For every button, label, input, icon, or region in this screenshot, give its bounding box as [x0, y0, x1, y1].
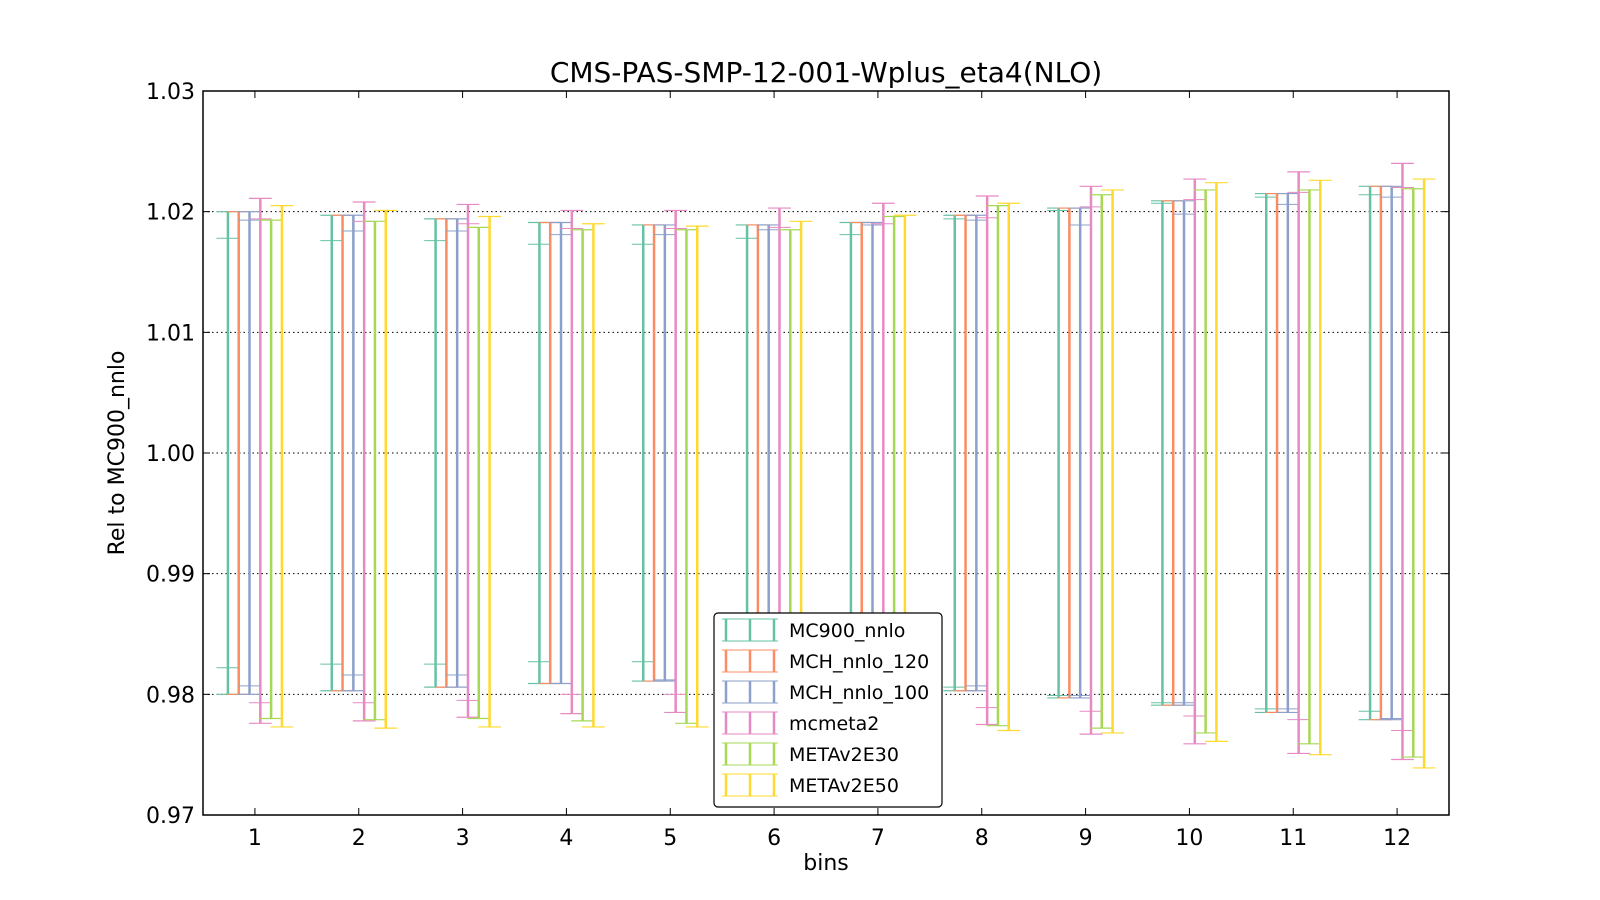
errorbar-mcmeta2-bin-4 — [560, 209, 584, 715]
x-tick-label: 11 — [1279, 826, 1307, 851]
errorbar-mcmeta2-bin-2 — [352, 201, 376, 722]
legend-label: mcmeta2 — [789, 713, 879, 735]
x-tick-label: 12 — [1383, 826, 1411, 851]
y-tick-label: 0.99 — [146, 563, 195, 588]
errorbar-MCH_nnlo_100-bin-11 — [1276, 192, 1300, 714]
x-tick-label: 6 — [767, 826, 781, 851]
errorbar-MCH_nnlo_100-bin-8 — [964, 214, 988, 692]
x-axis: 1 2 3 4 5 6 7 8 9 10 11 12 — [248, 91, 1411, 851]
errorbar-mcmeta2-bin-11 — [1287, 171, 1311, 755]
errorbar-mcmeta2-bin-3 — [456, 203, 480, 718]
errorbar-mcmeta2-bin-12 — [1391, 162, 1414, 761]
errorbar-METAv2E50-bin-2 — [374, 209, 398, 729]
grid-lines — [203, 211, 1449, 695]
errorbar-mcmeta2-bin-5 — [664, 209, 688, 714]
errorbar-METAv2E50-bin-8 — [997, 202, 1021, 732]
legend-label: MC900_nnlo — [789, 620, 905, 642]
x-tick-label: 9 — [1079, 826, 1093, 851]
errorbar-mcmeta2-bin-10 — [1183, 178, 1207, 745]
errorbar-METAv2E50-bin-11 — [1308, 179, 1332, 756]
x-tick-label: 8 — [975, 826, 989, 851]
legend-label: MCH_nnlo_120 — [789, 651, 929, 673]
errorbar-METAv2E50-bin-5 — [685, 225, 709, 728]
errorbar-METAv2E50-bin-12 — [1412, 178, 1436, 769]
chart-title: CMS-PAS-SMP-12-001-Wplus_eta4(NLO) — [550, 56, 1102, 89]
y-tick-label: 0.97 — [146, 804, 195, 829]
errorbar-MCH_nnlo_100-bin-5 — [653, 224, 677, 682]
errorbar-METAv2E30-bin-2 — [363, 220, 387, 721]
errorbar-METAv2E50-bin-9 — [1101, 189, 1125, 734]
errorbar-METAv2E30-bin-12 — [1401, 188, 1425, 758]
errorbar-MCH_nnlo_100-bin-12 — [1380, 185, 1404, 721]
y-axis: 0.97 0.98 0.99 1.00 1.01 1.02 1.03 — [146, 80, 1449, 829]
errorbar-METAv2E30-bin-8 — [986, 205, 1010, 727]
errorbar-mcmeta2-bin-1 — [248, 197, 272, 724]
legend-entry-METAv2E50: METAv2E50 — [722, 773, 899, 797]
legend-label: METAv2E50 — [789, 775, 899, 797]
legend-entry-MCH_nnlo_120: MCH_nnlo_120 — [722, 649, 929, 673]
legend-label: METAv2E30 — [789, 744, 899, 766]
x-tick-label: 10 — [1175, 826, 1203, 851]
errorbar-MCH_nnlo_100-bin-2 — [341, 214, 365, 692]
errorbar-METAv2E30-bin-1 — [259, 219, 283, 720]
y-tick-label: 1.03 — [146, 80, 195, 105]
errorbar-MCH_nnlo_100-bin-1 — [238, 211, 261, 695]
legend: MC900_nnlo MCH_nnlo_120 MCH_nnlo_100mcmeta… — [713, 612, 943, 808]
y-tick-label: 1.02 — [146, 201, 195, 226]
legend-entry-MCH_nnlo_100: MCH_nnlo_100 — [722, 680, 929, 704]
errorbar-METAv2E30-bin-5 — [675, 229, 698, 724]
legend-label: MCH_nnlo_100 — [789, 682, 929, 704]
errorbar-METAv2E30-bin-3 — [467, 226, 491, 720]
x-tick-label: 3 — [456, 826, 470, 851]
errorbar-mcmeta2-bin-8 — [975, 195, 999, 726]
x-tick-label: 2 — [352, 826, 366, 851]
y-tick-label: 0.98 — [146, 683, 195, 708]
errorbar-METAv2E30-bin-9 — [1090, 194, 1114, 729]
y-tick-label: 1.00 — [146, 442, 195, 467]
errorbar-METAv2E30-bin-4 — [571, 229, 595, 722]
errorbar-METAv2E30-bin-11 — [1298, 189, 1321, 745]
errorbar-MCH_nnlo_100-bin-9 — [1068, 207, 1092, 699]
errorbar-MCH_nnlo_100-bin-4 — [549, 221, 573, 685]
errorbar-mcmeta2-bin-9 — [1079, 185, 1103, 735]
x-tick-label: 1 — [248, 826, 262, 851]
errorbar-METAv2E50-bin-3 — [478, 215, 502, 728]
y-axis-label: Rel to MC900_nnlo — [105, 351, 130, 556]
y-tick-label: 1.01 — [146, 321, 195, 346]
x-tick-label: 5 — [663, 826, 677, 851]
errorbar-MCH_nnlo_100-bin-10 — [1172, 200, 1196, 706]
x-axis-label: bins — [803, 851, 848, 876]
legend-entry-MC900_nnlo: MC900_nnlo — [722, 618, 905, 642]
x-tick-label: 4 — [559, 826, 573, 851]
legend-box — [713, 612, 943, 808]
errorbar-MCH_nnlo_100-bin-3 — [445, 218, 469, 688]
errorbar-METAv2E50-bin-4 — [581, 223, 605, 728]
x-tick-label: 7 — [871, 826, 885, 851]
errorbar-METAv2E50-bin-1 — [270, 205, 294, 728]
legend-entry-mcmeta2: mcmeta2 — [722, 711, 879, 735]
errorbar-METAv2E50-bin-10 — [1204, 182, 1228, 742]
legend-entry-METAv2E30: METAv2E30 — [722, 742, 899, 766]
errorbar-METAv2E30-bin-10 — [1194, 189, 1218, 734]
